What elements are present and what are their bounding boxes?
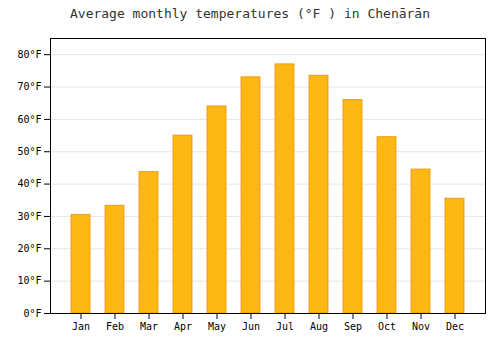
svg-text:Mar: Mar (140, 321, 158, 332)
svg-text:80°F: 80°F (17, 49, 41, 60)
svg-text:40°F: 40°F (17, 178, 41, 189)
svg-text:50°F: 50°F (17, 146, 41, 157)
svg-text:Apr: Apr (174, 321, 192, 332)
svg-text:20°F: 20°F (17, 243, 41, 254)
svg-text:Jul: Jul (276, 321, 294, 332)
svg-text:May: May (208, 321, 226, 332)
svg-text:Jan: Jan (72, 321, 90, 332)
svg-text:Jun: Jun (242, 321, 260, 332)
svg-text:60°F: 60°F (17, 114, 41, 125)
svg-text:70°F: 70°F (17, 81, 41, 92)
svg-text:Dec: Dec (446, 321, 464, 332)
svg-text:Sep: Sep (344, 321, 362, 332)
svg-text:0°F: 0°F (23, 308, 41, 319)
html-text:Average monthly temperatures (: Average monthly temperatures (°F ) in Ch… (70, 6, 430, 21)
svg-text:Aug: Aug (310, 321, 328, 332)
svg-text:30°F: 30°F (17, 211, 41, 222)
svg-text:Feb: Feb (106, 321, 124, 332)
svg-text:Oct: Oct (378, 321, 396, 332)
svg-text:10°F: 10°F (17, 275, 41, 286)
svg-text:Nov: Nov (412, 321, 430, 332)
